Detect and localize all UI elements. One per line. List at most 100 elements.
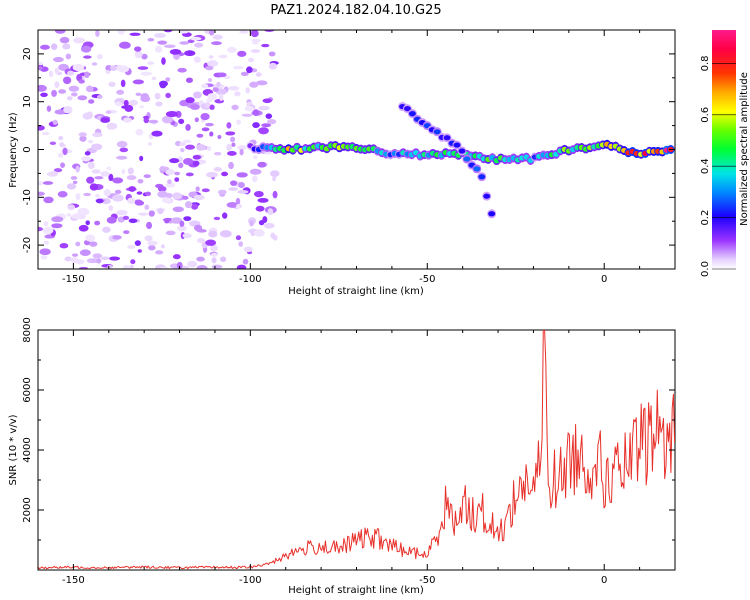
noise-blob xyxy=(235,197,241,205)
noise-blob xyxy=(209,30,215,36)
noise-blob xyxy=(67,204,76,211)
noise-blob xyxy=(84,151,91,156)
noise-blob xyxy=(134,200,145,206)
noise-blob xyxy=(261,43,270,48)
noise-blob xyxy=(59,36,70,44)
noise-blob xyxy=(172,254,181,260)
noise-blob xyxy=(89,241,98,247)
y-tick-label: 4000 xyxy=(22,437,33,462)
noise-blob xyxy=(143,115,150,120)
noise-blob xyxy=(155,101,163,107)
noise-blob xyxy=(218,189,227,195)
noise-blob xyxy=(51,216,64,223)
spectrogram-x-ticks: -150 -100 -50 0 xyxy=(37,30,676,285)
noise-blob xyxy=(60,162,66,168)
noise-blob xyxy=(105,110,112,115)
noise-blob xyxy=(185,201,193,209)
colorbar-tick-label: 0.8 xyxy=(700,55,711,71)
noise-blob xyxy=(185,172,194,177)
noise-blob xyxy=(159,266,169,269)
noise-blob xyxy=(83,55,92,59)
noise-blob xyxy=(134,51,143,59)
noise-blob xyxy=(116,209,128,216)
noise-blob xyxy=(139,105,144,109)
noise-blob xyxy=(230,180,238,186)
noise-blob xyxy=(116,64,123,71)
noise-blob xyxy=(242,258,249,265)
noise-blob xyxy=(100,117,111,123)
noise-blob xyxy=(144,235,153,242)
noise-blob xyxy=(211,257,217,264)
branch-blob-core xyxy=(478,174,486,180)
noise-blob xyxy=(85,85,94,93)
snr-x-ticks: -150 -100 -50 0 xyxy=(37,330,676,586)
noise-blob xyxy=(38,181,44,186)
noise-blob xyxy=(122,264,131,269)
noise-blob xyxy=(129,99,138,106)
noise-blob xyxy=(42,181,54,185)
noise-blob xyxy=(139,155,144,162)
noise-blob xyxy=(151,130,163,137)
colorbar-tick-label: 0.0 xyxy=(700,261,711,277)
noise-blob xyxy=(263,222,275,229)
noise-blob xyxy=(40,92,48,97)
noise-blob xyxy=(209,131,214,137)
noise-blob xyxy=(75,165,80,173)
noise-blob xyxy=(164,219,170,224)
noise-blob xyxy=(100,256,110,261)
noise-blob xyxy=(96,54,103,60)
noise-blob xyxy=(71,213,82,220)
noise-blob xyxy=(53,56,64,63)
noise-blob xyxy=(163,44,176,49)
noise-blob xyxy=(196,144,207,151)
noise-blob xyxy=(182,139,192,144)
noise-blob xyxy=(265,113,273,119)
snr-y-axis-label: SNR (10 * v/v) xyxy=(8,414,19,485)
noise-blob xyxy=(205,101,211,108)
branch-blob-core xyxy=(443,135,451,141)
noise-blob xyxy=(231,142,236,147)
noise-blob xyxy=(196,264,208,269)
noise-blob xyxy=(130,259,136,265)
noise-blob xyxy=(165,92,171,99)
noise-blob xyxy=(66,96,73,101)
noise-blob xyxy=(205,65,214,71)
noise-blob xyxy=(174,177,180,182)
noise-blob xyxy=(237,50,247,57)
noise-blob xyxy=(237,189,249,194)
noise-blob xyxy=(88,99,95,104)
noise-blob xyxy=(178,118,185,125)
noise-blob xyxy=(250,49,261,53)
noise-blob xyxy=(51,223,63,229)
noise-blob xyxy=(89,183,99,191)
noise-blob xyxy=(249,220,254,227)
noise-blob xyxy=(255,72,262,77)
noise-blob xyxy=(147,61,155,65)
y-tick-label: -20 xyxy=(22,237,33,253)
spectrogram-y-ticks: -20 -10 0 10 20 xyxy=(22,29,675,270)
noise-blob xyxy=(115,101,122,107)
noise-blob xyxy=(79,249,91,257)
noise-blob xyxy=(196,256,205,262)
noise-blob xyxy=(154,45,163,53)
spectrogram-x-axis-label: Height of straight line (km) xyxy=(288,286,424,297)
noise-blob xyxy=(178,162,184,169)
noise-blob xyxy=(106,122,118,130)
noise-blob xyxy=(78,266,89,269)
noise-blob xyxy=(134,240,141,246)
noise-blob xyxy=(38,84,47,92)
noise-blob xyxy=(114,189,122,194)
noise-blob xyxy=(207,60,219,67)
noise-blob xyxy=(62,147,68,156)
snr-frame xyxy=(37,329,676,571)
noise-blob xyxy=(194,42,204,48)
noise-blob xyxy=(190,36,202,41)
noise-blob xyxy=(211,264,223,269)
noise-blob xyxy=(154,33,166,39)
noise-blob xyxy=(49,141,57,146)
noise-blob xyxy=(169,158,180,164)
noise-blob xyxy=(267,119,277,125)
noise-blob xyxy=(100,171,110,177)
branch-blob-core xyxy=(483,193,491,199)
noise-blob xyxy=(172,206,184,213)
